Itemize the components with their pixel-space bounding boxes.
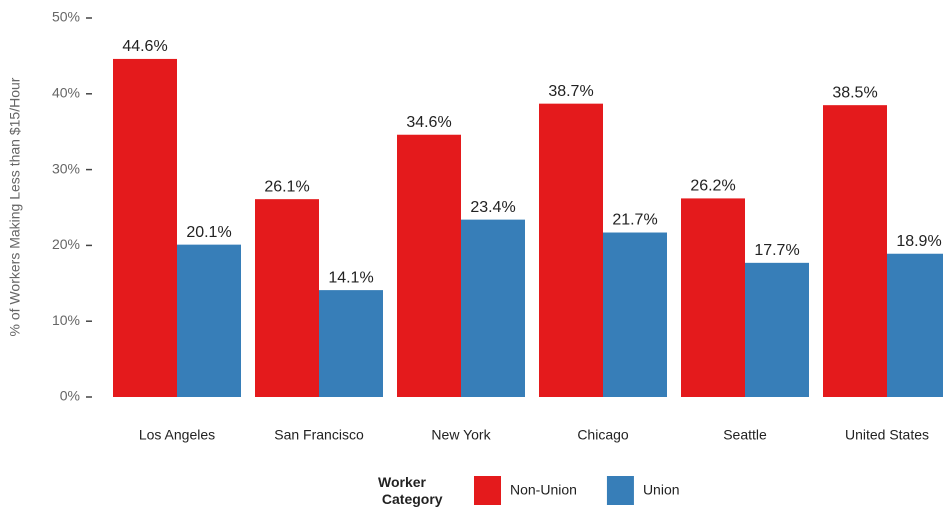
value-label: 18.9% bbox=[896, 233, 941, 250]
legend-label: Non-Union bbox=[510, 482, 577, 498]
x-tick-label: Chicago bbox=[577, 427, 629, 443]
x-tick-label: Seattle bbox=[723, 427, 767, 443]
bar bbox=[177, 244, 241, 397]
y-tick-label: 10% bbox=[52, 312, 80, 328]
legend-swatch bbox=[474, 476, 501, 505]
bar bbox=[887, 253, 943, 397]
bar bbox=[539, 103, 603, 398]
bar bbox=[745, 262, 809, 397]
bar bbox=[681, 198, 745, 397]
x-tick-label: San Francisco bbox=[274, 427, 364, 443]
x-tick-label: New York bbox=[431, 427, 491, 443]
bar bbox=[461, 219, 525, 397]
x-tick-label: United States bbox=[845, 427, 929, 443]
y-tick-label: 20% bbox=[52, 236, 80, 252]
y-tick-label: 40% bbox=[52, 85, 80, 101]
y-axis-title: % of Workers Making Less than $15/Hour bbox=[7, 77, 23, 336]
y-tick-label: 0% bbox=[60, 388, 80, 404]
bar bbox=[823, 105, 887, 398]
legend-swatch bbox=[606, 476, 634, 505]
x-tick-label: Los Angeles bbox=[139, 427, 215, 443]
value-label: 17.7% bbox=[754, 242, 799, 259]
value-label: 20.1% bbox=[186, 224, 231, 241]
value-label: 34.6% bbox=[406, 114, 451, 131]
y-tick-label: 30% bbox=[52, 160, 80, 176]
value-label: 38.5% bbox=[832, 84, 877, 101]
bar bbox=[603, 232, 667, 397]
bar bbox=[255, 199, 319, 397]
legend-title: Worker Category bbox=[378, 474, 443, 507]
y-tick-label: 50% bbox=[52, 9, 80, 25]
value-label: 44.6% bbox=[122, 38, 167, 55]
bar bbox=[113, 58, 177, 397]
value-label: 26.1% bbox=[264, 178, 309, 195]
legend-label: Union bbox=[643, 482, 680, 498]
value-label: 21.7% bbox=[612, 212, 657, 229]
value-label: 26.2% bbox=[690, 178, 735, 195]
value-label: 38.7% bbox=[548, 83, 593, 100]
bar bbox=[397, 134, 461, 397]
value-label: 14.1% bbox=[328, 269, 373, 286]
bar bbox=[319, 290, 383, 397]
value-label: 23.4% bbox=[470, 199, 515, 216]
